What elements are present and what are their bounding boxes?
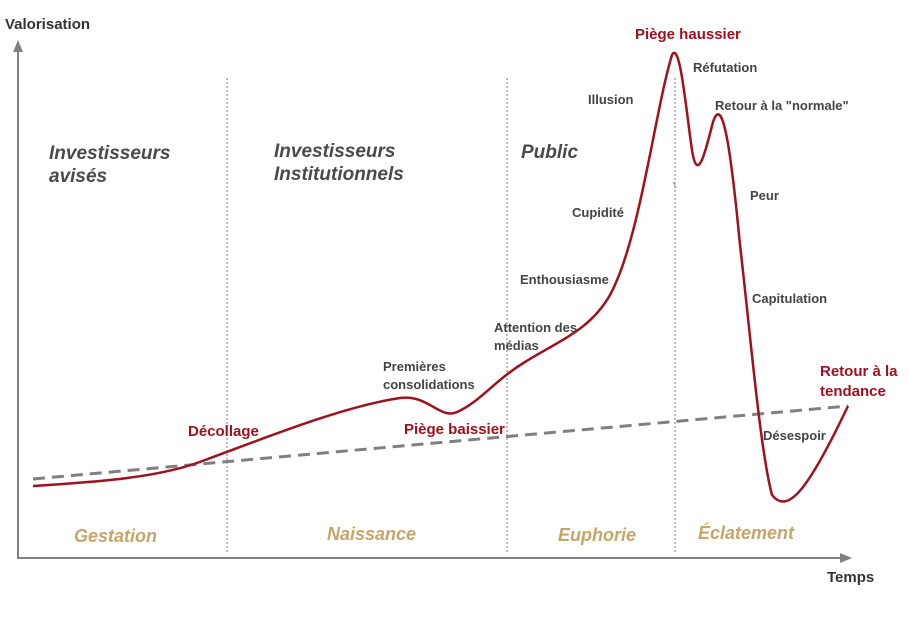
label-line: médias (494, 338, 539, 353)
label-desespoir: Désespoir (763, 428, 826, 443)
label-retour-normale: Retour à la "normale" (715, 98, 849, 113)
x-axis-label: Temps (827, 569, 875, 586)
actor-line: Investisseurs (274, 141, 396, 162)
actor-public: Public (521, 142, 579, 163)
label-line: Premières (383, 359, 446, 374)
actor-line: Institutionnels (274, 164, 404, 185)
actor-investisseurs-institutionnels: Investisseurs Institutionnels (274, 140, 404, 186)
trend-line (32, 404, 849, 481)
label-piege-haussier: Piège haussier (635, 26, 741, 43)
phase-eclatement: Éclatement (698, 523, 795, 543)
label-line: Retour à la (820, 363, 898, 380)
label-line: Attention des (494, 320, 578, 335)
label-retour-tendance: Retour à la tendance (820, 362, 898, 402)
label-peur: Peur (750, 188, 779, 203)
label-line: tendance (820, 383, 886, 400)
phase-euphorie: Euphorie (558, 525, 637, 545)
label-refutation: Réfutation (693, 60, 758, 75)
actor-line: Investisseurs (49, 143, 171, 164)
label-illusion: Illusion (588, 92, 634, 107)
label-enthousiasme: Enthousiasme (520, 272, 609, 287)
label-decollage: Décollage (188, 423, 259, 440)
label-cupidite: Cupidité (572, 205, 624, 220)
y-axis-label: Valorisation (5, 16, 91, 33)
valuation-curve (32, 51, 850, 503)
y-axis-arrow (13, 40, 23, 52)
actor-line: avisés (49, 166, 108, 187)
phase-gestation: Gestation (74, 526, 158, 546)
label-capitulation: Capitulation (752, 291, 828, 306)
label-premieres-consolidations: Premières consolidations (383, 358, 475, 394)
label-piege-baissier: Piège baissier (404, 421, 505, 438)
label-attention-medias: Attention des médias (494, 319, 577, 355)
x-axis-arrow (840, 553, 852, 563)
stray-mark (672, 181, 677, 189)
label-line: consolidations (383, 377, 475, 392)
phase-naissance: Naissance (327, 524, 417, 544)
actor-investisseurs-avises: Investisseurs avisés (49, 142, 170, 188)
